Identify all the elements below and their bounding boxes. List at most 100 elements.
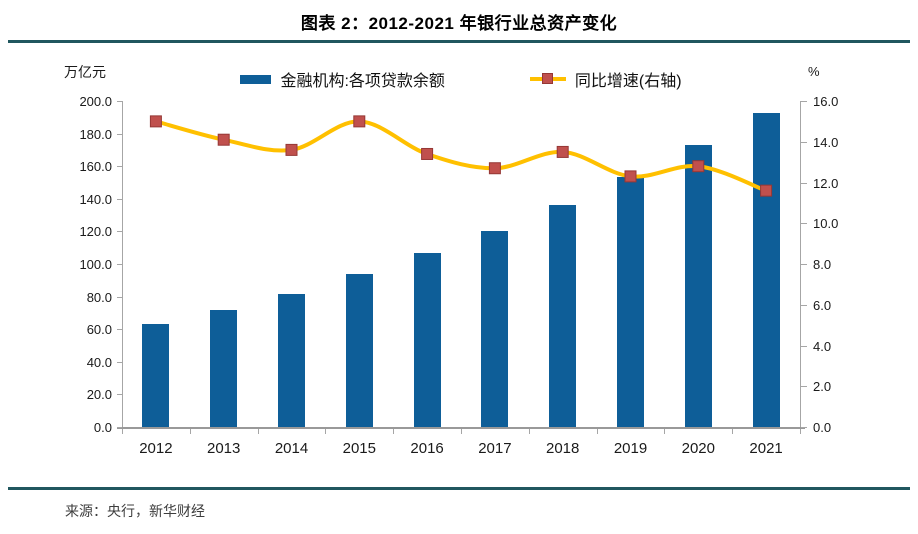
x-axis-tick — [596, 429, 598, 434]
left-axis-tick-label: 140.0 — [79, 191, 112, 207]
right-axis-tick-label: 12.0 — [813, 175, 839, 191]
bar-2021 — [752, 112, 780, 427]
right-axis-unit: % — [808, 64, 820, 79]
left-axis-line — [122, 101, 123, 427]
line-series-swatch-icon — [529, 73, 566, 84]
x-axis-tick — [800, 429, 801, 434]
right-axis-tick — [801, 101, 807, 102]
legend-item-loans: 金融机构:各项贷款余额 — [240, 67, 445, 91]
bar-2018 — [549, 204, 577, 427]
right-axis-tick — [801, 223, 807, 225]
line-marker-swatch-icon — [541, 73, 553, 84]
bar-2019 — [617, 177, 644, 427]
left-axis-tick-label: 200.0 — [79, 94, 112, 109]
left-axis-tick — [117, 394, 122, 396]
left-axis-tick-label: 40.0 — [86, 354, 112, 370]
x-axis-tick — [732, 429, 734, 434]
x-axis-tick — [325, 429, 327, 434]
left-axis-tick — [117, 361, 122, 363]
left-axis-tick — [117, 427, 122, 428]
x-axis-category-label: 2016 — [410, 440, 444, 457]
left-axis-tick-label: 20.0 — [86, 387, 112, 403]
right-axis-tick — [801, 345, 807, 347]
right-axis-tick-label: 0.0 — [813, 420, 832, 435]
bar-series-swatch-icon — [240, 74, 272, 84]
right-axis-line — [800, 101, 801, 427]
x-axis-tick — [122, 429, 123, 434]
x-axis-category-label: 2013 — [207, 440, 241, 457]
growth-line — [153, 119, 769, 193]
x-axis-category-label: 2012 — [139, 440, 173, 457]
x-axis-category-label: 2018 — [546, 440, 580, 457]
growth-line-layer — [149, 115, 773, 197]
right-axis-tick-label: 2.0 — [813, 379, 832, 395]
bar-2016 — [413, 253, 441, 427]
right-axis-tick — [801, 304, 807, 306]
bar-2013 — [210, 309, 238, 427]
x-axis-tick — [189, 429, 191, 434]
bar-2014 — [278, 293, 305, 427]
right-axis-tick-label: 8.0 — [813, 257, 832, 272]
growth-marker-2018 — [556, 145, 569, 158]
left-axis-tick — [117, 329, 122, 331]
right-axis-tick — [801, 427, 807, 428]
right-axis-tick-label: 10.0 — [813, 216, 839, 232]
x-axis-tick — [528, 429, 530, 434]
left-axis-tick-label: 80.0 — [86, 289, 112, 305]
left-axis-tick — [117, 133, 122, 135]
growth-marker-2021 — [760, 184, 773, 197]
chart-legend: 金融机构:各项贷款余额 同比增速(右轴) — [122, 67, 800, 91]
source-note: 来源：央行，新华财经 — [65, 503, 205, 519]
left-axis-tick — [117, 198, 122, 200]
right-axis-tick-label: 14.0 — [813, 134, 839, 150]
legend-item-growth: 同比增速(右轴) — [529, 67, 682, 91]
x-axis-category-label: 2019 — [613, 440, 648, 457]
x-axis-tick — [461, 429, 462, 434]
left-axis-tick-label: 60.0 — [86, 322, 112, 338]
left-axis-tick-label: 100.0 — [79, 257, 112, 272]
right-axis-tick — [801, 182, 807, 184]
right-axis-tick — [801, 386, 807, 388]
growth-marker-2013 — [217, 133, 230, 146]
x-axis-category-label: 2021 — [749, 440, 783, 457]
x-axis-line — [117, 427, 805, 429]
x-axis-category-label: 2015 — [342, 440, 376, 457]
x-axis-tick — [664, 429, 666, 434]
growth-marker-2014 — [285, 143, 298, 156]
left-axis-tick-label: 0.0 — [93, 420, 112, 435]
right-axis-tick-label: 6.0 — [813, 297, 832, 313]
left-axis-tick — [117, 166, 122, 168]
right-axis-tick — [801, 264, 807, 265]
growth-marker-2015 — [353, 115, 366, 128]
bar-2015 — [345, 273, 373, 427]
left-axis-tick-label: 160.0 — [79, 159, 112, 175]
left-axis-tick — [117, 296, 122, 298]
right-axis-tick-label: 4.0 — [813, 338, 832, 354]
legend-label-loans: 金融机构:各项贷款余额 — [280, 73, 445, 90]
left-axis-tick — [117, 231, 122, 233]
growth-marker-2019 — [624, 170, 637, 183]
top-divider — [8, 40, 910, 43]
left-axis-unit: 万亿元 — [64, 64, 106, 80]
x-axis-category-label: 2020 — [681, 440, 715, 457]
right-axis-tick-label: 16.0 — [813, 94, 839, 109]
x-axis-category-label: 2014 — [274, 440, 309, 457]
left-axis-tick — [117, 264, 122, 265]
x-axis-tick — [257, 429, 259, 434]
left-axis-tick-label: 120.0 — [79, 224, 112, 240]
growth-marker-2017 — [488, 162, 501, 175]
growth-marker-2016 — [421, 147, 434, 160]
x-axis-category-label: 2017 — [478, 440, 512, 457]
left-axis-tick — [117, 101, 122, 102]
right-axis-tick — [801, 141, 807, 143]
x-axis-tick — [393, 429, 395, 434]
left-axis-tick-label: 180.0 — [79, 126, 112, 142]
bar-2020 — [684, 145, 712, 427]
bar-2012 — [142, 324, 170, 427]
legend-label-growth: 同比增速(右轴) — [574, 73, 682, 90]
figure-title: 图表 2：2012-2021 年银行业总资产变化 — [300, 14, 618, 33]
growth-marker-2012 — [149, 115, 162, 128]
growth-marker-2020 — [692, 160, 705, 173]
bar-2017 — [481, 231, 509, 427]
bottom-divider — [8, 487, 910, 490]
